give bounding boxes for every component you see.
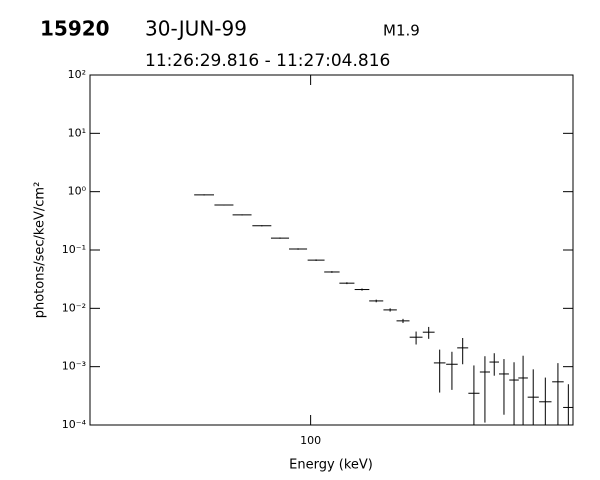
x-axis-label: Energy (keV) (289, 458, 373, 473)
y-tick-label: 10⁻³ (62, 360, 86, 373)
subtitle: 11:26:29.816 - 11:27:04.816 (145, 51, 390, 71)
flare-class: M1.9 (383, 22, 420, 40)
y-tick-label: 10⁻⁴ (62, 418, 87, 431)
plot-frame (89, 74, 574, 426)
x-tick-label: 100 (300, 434, 321, 447)
chart-title: 15920 (40, 17, 110, 41)
y-tick-label: 10⁻¹ (62, 243, 86, 256)
y-tick-label: 10⁻² (62, 301, 86, 314)
y-tick-label: 10⁰ (68, 185, 87, 198)
date: 30-JUN-99 (145, 17, 247, 41)
y-axis-label: photons/sec/keV/cm² (33, 182, 48, 319)
y-tick-label: 10¹ (68, 126, 86, 139)
y-tick-label: 10² (68, 68, 86, 81)
